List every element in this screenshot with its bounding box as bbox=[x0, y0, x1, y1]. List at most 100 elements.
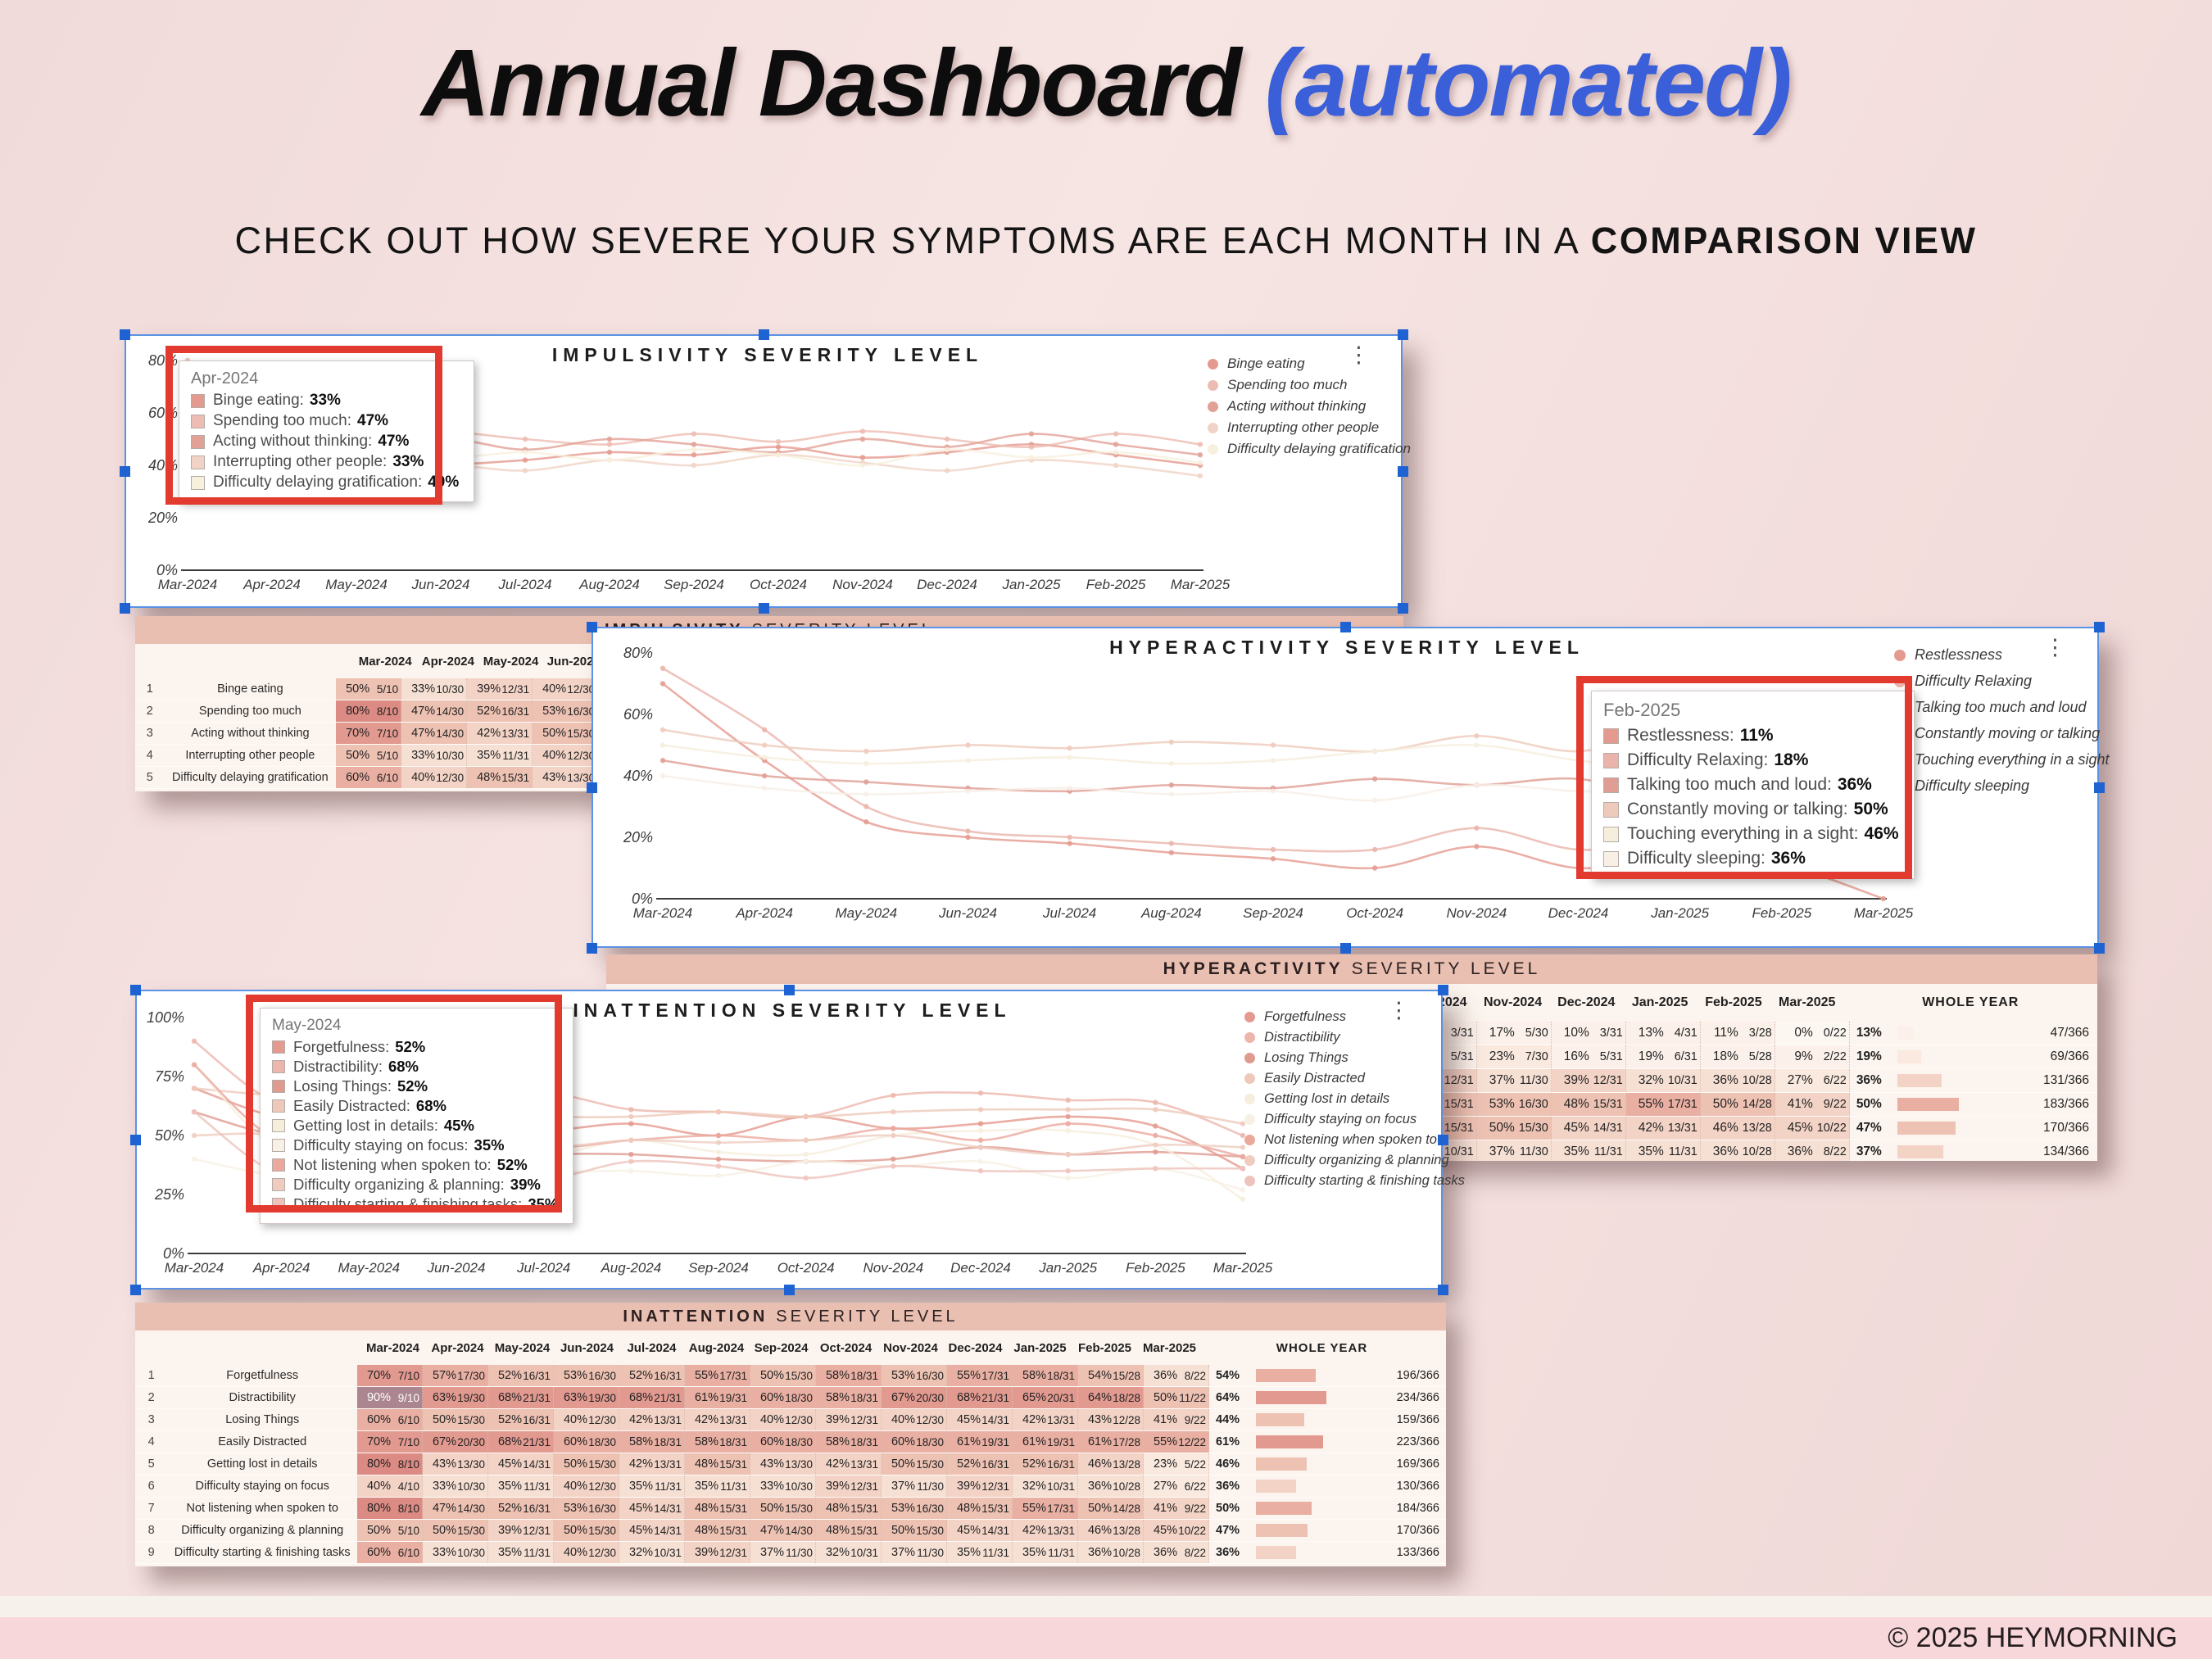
month-cell[interactable]: 35% 11/31 bbox=[619, 1475, 686, 1497]
month-cell[interactable]: 55% 12/22 bbox=[1144, 1431, 1210, 1453]
month-cell[interactable]: 35% 11/31 bbox=[1625, 1140, 1701, 1161]
month-cell[interactable]: 65% 20/31 bbox=[1013, 1387, 1079, 1408]
month-cell[interactable]: 43% 13/30 bbox=[750, 1453, 817, 1475]
month-cell[interactable]: 39% 12/31 bbox=[816, 1409, 882, 1430]
month-cell[interactable]: 70% 7/10 bbox=[357, 1365, 424, 1386]
row-label[interactable]: Losing Things bbox=[225, 1413, 300, 1426]
month-cell[interactable]: 16% 5/31 bbox=[1551, 1045, 1626, 1068]
row-label[interactable]: Difficulty delaying gratification bbox=[172, 771, 329, 784]
selection-handle[interactable] bbox=[120, 329, 130, 340]
month-cell[interactable]: 33% 10/30 bbox=[423, 1542, 489, 1563]
inattention-chart-panel[interactable]: INATTENTION SEVERITY LEVEL ⋮ Forgetfulne… bbox=[130, 985, 1465, 1295]
month-cell[interactable]: 0% 0/22 bbox=[1775, 1022, 1850, 1045]
month-cell[interactable]: 52% 16/31 bbox=[488, 1498, 555, 1519]
selection-handle[interactable] bbox=[120, 466, 130, 477]
month-cell[interactable]: 41% 9/22 bbox=[1144, 1409, 1210, 1430]
row-label[interactable]: Interrupting other people bbox=[185, 749, 315, 762]
month-cell[interactable]: 52% 16/31 bbox=[1013, 1453, 1079, 1475]
year-percent[interactable]: 46% bbox=[1216, 1457, 1240, 1471]
column-header[interactable]: Apr-2024 bbox=[421, 654, 474, 669]
year-count[interactable]: 196/366 bbox=[1396, 1369, 1439, 1382]
month-cell[interactable]: 43% 12/28 bbox=[1078, 1409, 1145, 1430]
column-header[interactable]: Oct-2024 bbox=[819, 1340, 873, 1355]
row-label[interactable]: Forgetfulness bbox=[226, 1369, 299, 1382]
month-cell[interactable]: 80% 8/10 bbox=[336, 700, 402, 722]
month-cell[interactable]: 60% 6/10 bbox=[357, 1542, 424, 1563]
month-cell[interactable]: 60% 18/30 bbox=[750, 1387, 817, 1408]
month-cell[interactable]: 46% 13/28 bbox=[1078, 1520, 1145, 1541]
year-percent[interactable]: 50% bbox=[1856, 1097, 1882, 1111]
month-cell[interactable]: 40% 12/30 bbox=[750, 1409, 817, 1430]
selection-handle[interactable] bbox=[1398, 329, 1408, 340]
month-cell[interactable]: 40% 12/30 bbox=[533, 745, 599, 766]
month-cell[interactable]: 50% 15/30 bbox=[533, 723, 599, 744]
month-cell[interactable]: 39% 12/31 bbox=[488, 1520, 555, 1541]
month-cell[interactable]: 42% 13/31 bbox=[1013, 1520, 1079, 1541]
month-cell[interactable]: 48% 15/31 bbox=[685, 1520, 751, 1541]
month-cell[interactable]: 50% 15/30 bbox=[882, 1453, 948, 1475]
column-header[interactable]: Feb-2025 bbox=[1077, 1340, 1132, 1355]
selection-handle[interactable] bbox=[1398, 603, 1408, 614]
month-cell[interactable]: 36% 10/28 bbox=[1078, 1542, 1145, 1563]
month-cell[interactable]: 36% 10/28 bbox=[1700, 1140, 1775, 1161]
month-cell[interactable]: 42% 13/31 bbox=[816, 1453, 882, 1475]
selection-handle[interactable] bbox=[759, 329, 769, 340]
month-cell[interactable]: 33% 10/30 bbox=[401, 745, 468, 766]
year-count[interactable]: 170/366 bbox=[1396, 1524, 1439, 1537]
month-cell[interactable]: 48% 15/31 bbox=[816, 1498, 882, 1519]
column-header[interactable]: Nov-2024 bbox=[1483, 995, 1543, 1009]
month-cell[interactable]: 50% 15/30 bbox=[750, 1498, 817, 1519]
selection-handle[interactable] bbox=[1340, 943, 1351, 954]
month-cell[interactable]: 58% 18/31 bbox=[816, 1387, 882, 1408]
month-cell[interactable]: 68% 21/31 bbox=[488, 1431, 555, 1453]
month-cell[interactable]: 36% 10/28 bbox=[1700, 1069, 1775, 1092]
legend-item[interactable]: Constantly moving or talking bbox=[1894, 725, 2100, 742]
year-count[interactable]: 159/366 bbox=[1396, 1413, 1439, 1426]
month-cell[interactable]: 40% 12/30 bbox=[401, 767, 468, 788]
month-cell[interactable]: 45% 14/31 bbox=[619, 1498, 686, 1519]
column-header[interactable]: Dec-2024 bbox=[1557, 995, 1616, 1009]
year-percent[interactable]: 37% bbox=[1856, 1145, 1882, 1158]
month-cell[interactable]: 45% 14/31 bbox=[947, 1520, 1013, 1541]
month-cell[interactable]: 45% 10/22 bbox=[1775, 1117, 1850, 1140]
month-cell[interactable]: 58% 18/31 bbox=[816, 1365, 882, 1386]
month-cell[interactable]: 19% 6/31 bbox=[1625, 1045, 1701, 1068]
column-header[interactable]: Mar-2025 bbox=[1142, 1340, 1197, 1355]
year-percent[interactable]: 13% bbox=[1856, 1026, 1882, 1040]
month-cell[interactable]: 9% 2/22 bbox=[1775, 1045, 1850, 1068]
month-cell[interactable]: 40% 12/30 bbox=[554, 1409, 620, 1430]
legend-item[interactable]: Forgetfulness bbox=[1244, 1009, 1346, 1025]
month-cell[interactable]: 80% 8/10 bbox=[357, 1453, 424, 1475]
month-cell[interactable]: 52% 16/31 bbox=[488, 1409, 555, 1430]
month-cell[interactable]: 67% 20/30 bbox=[882, 1387, 948, 1408]
month-cell[interactable]: 50% 15/30 bbox=[882, 1520, 948, 1541]
month-cell[interactable]: 35% 11/31 bbox=[1551, 1140, 1626, 1161]
month-cell[interactable]: 35% 11/31 bbox=[947, 1542, 1013, 1563]
year-count[interactable]: 234/366 bbox=[1396, 1391, 1439, 1404]
month-cell[interactable]: 52% 16/31 bbox=[619, 1365, 686, 1386]
month-cell[interactable]: 42% 13/31 bbox=[685, 1409, 751, 1430]
month-cell[interactable]: 61% 17/28 bbox=[1078, 1431, 1145, 1453]
chart-menu-icon[interactable]: ⋮ bbox=[1388, 998, 1410, 1022]
year-count[interactable]: 47/366 bbox=[2050, 1026, 2089, 1040]
selection-handle[interactable] bbox=[587, 943, 597, 954]
month-cell[interactable]: 53% 16/30 bbox=[1476, 1093, 1552, 1116]
impulsivity-chart-panel[interactable]: IMPULSIVITY SEVERITY LEVEL ⋮ Binge eatin… bbox=[120, 329, 1411, 614]
month-cell[interactable]: 37% 11/30 bbox=[750, 1542, 817, 1563]
month-cell[interactable]: 23% 5/22 bbox=[1144, 1453, 1210, 1475]
month-cell[interactable]: 40% 4/10 bbox=[357, 1475, 424, 1497]
month-cell[interactable]: 45% 14/31 bbox=[488, 1453, 555, 1475]
month-cell[interactable]: 10% 3/31 bbox=[1551, 1022, 1626, 1045]
selection-handle[interactable] bbox=[587, 622, 597, 632]
month-cell[interactable]: 50% 15/30 bbox=[750, 1365, 817, 1386]
selection-handle[interactable] bbox=[2094, 622, 2105, 632]
selection-handle[interactable] bbox=[1438, 985, 1448, 995]
hyperactivity-chart-panel[interactable]: HYPERACTIVITY SEVERITY LEVEL ⋮ Restlessn… bbox=[587, 622, 2110, 954]
row-label[interactable]: Acting without thinking bbox=[191, 727, 310, 740]
month-cell[interactable]: 60% 18/30 bbox=[554, 1431, 620, 1453]
month-cell[interactable]: 68% 21/31 bbox=[947, 1387, 1013, 1408]
month-cell[interactable]: 33% 10/30 bbox=[750, 1475, 817, 1497]
month-cell[interactable]: 50% 5/10 bbox=[336, 745, 402, 766]
month-cell[interactable]: 50% 15/30 bbox=[423, 1520, 489, 1541]
month-cell[interactable]: 50% 5/10 bbox=[336, 678, 402, 700]
